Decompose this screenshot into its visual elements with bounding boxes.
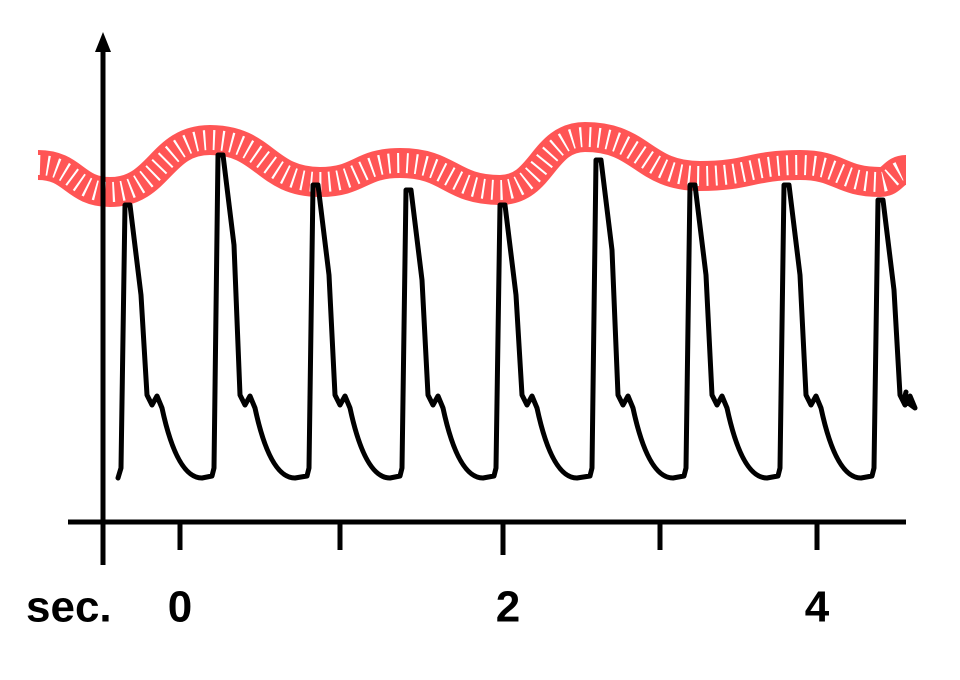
x-label: 0 [168,583,192,632]
x-label: 2 [496,583,520,632]
x-ticks [177,522,820,555]
band-stroke [36,121,908,208]
respiratory-band [36,121,908,208]
pressure-waveform [115,152,918,481]
x-label: 4 [805,583,830,632]
x-unit: sec. [26,583,112,632]
y-axis-arrow [95,32,111,52]
